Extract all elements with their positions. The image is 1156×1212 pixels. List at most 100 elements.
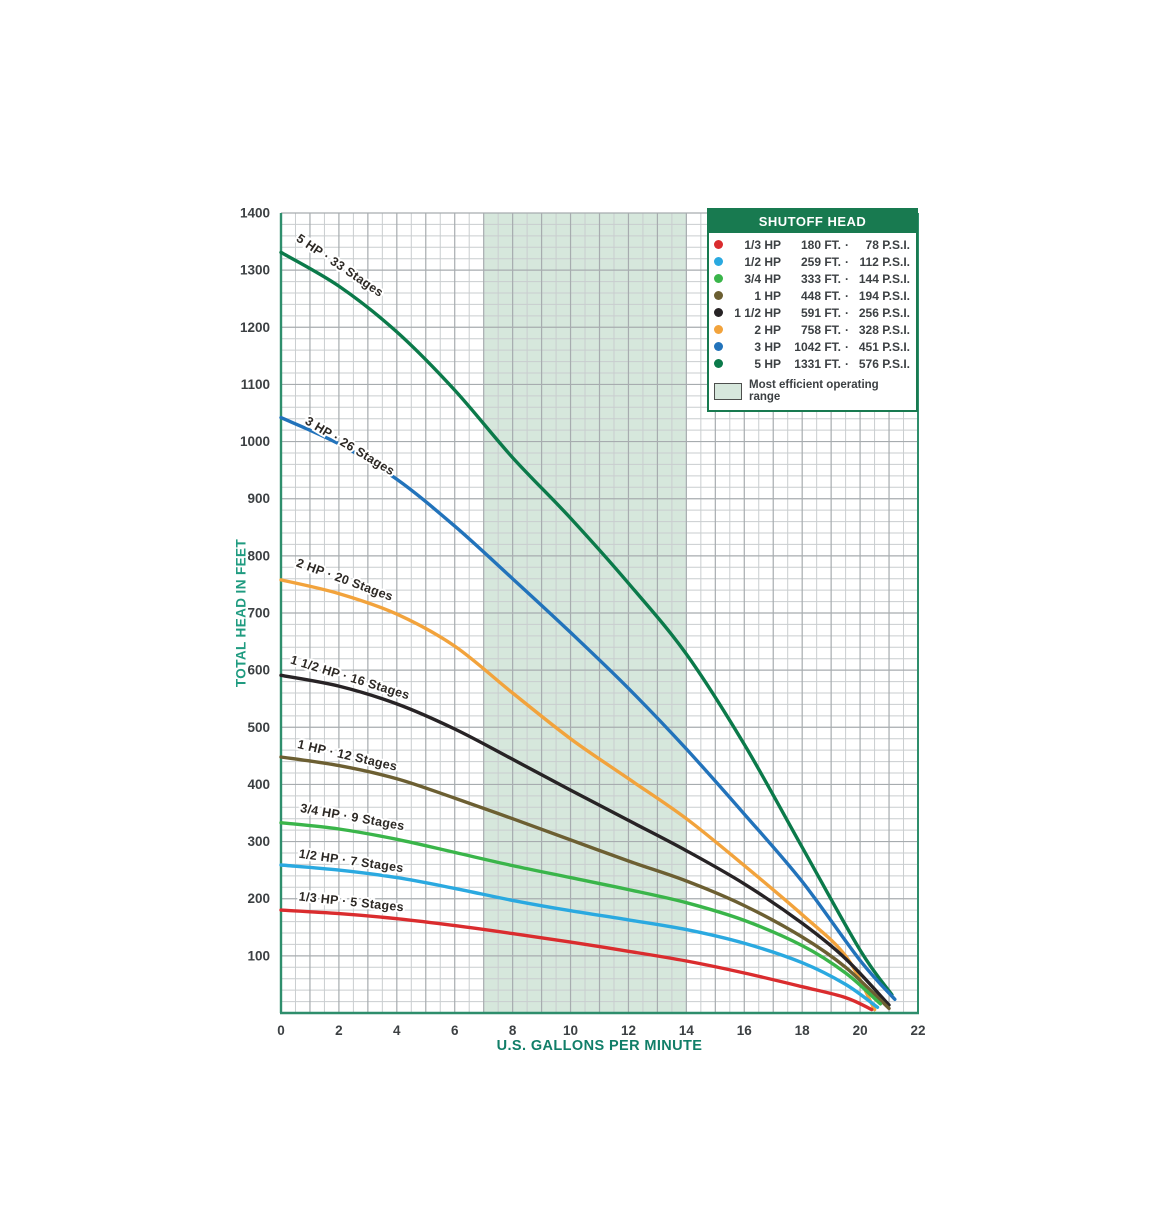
curve-3hp <box>279 415 897 1001</box>
y-tick-1000: 1000 <box>240 434 270 449</box>
series-color-dot <box>714 359 723 368</box>
legend-hp-value: 5 HP <box>754 356 781 371</box>
y-axis-title: TOTAL HEAD IN FEET <box>233 538 249 688</box>
curve-0-75hp <box>279 821 883 1006</box>
x-axis-title: U.S. GALLONS PER MINUTE <box>496 1038 703 1054</box>
x-tick-4: 4 <box>393 1023 401 1038</box>
legend-ft-value: 448 FT. <box>800 288 841 303</box>
legend-separator: · <box>845 305 849 320</box>
y-tick-400: 400 <box>247 777 270 792</box>
curve-5hp <box>279 250 894 997</box>
legend-psi-value: 451 P.S.I. <box>858 339 910 354</box>
y-tick-900: 900 <box>247 491 270 506</box>
legend-psi-value: 256 P.S.I. <box>858 305 910 320</box>
y-tick-800: 800 <box>247 548 270 563</box>
curve-2hp <box>279 578 877 1012</box>
x-tick-18: 18 <box>795 1023 811 1038</box>
y-tick-600: 600 <box>247 663 270 678</box>
legend-ft-value: 758 FT. <box>800 322 841 337</box>
series-color-cell <box>714 308 727 317</box>
series-color-dot <box>714 325 723 334</box>
series-color-dot <box>714 342 723 351</box>
y-tick-200: 200 <box>247 891 270 906</box>
x-tick-14: 14 <box>679 1023 695 1038</box>
legend-row: 2 HP 758 FT. · 328 P.S.I. <box>709 321 916 338</box>
legend-ft-value: 259 FT. <box>800 254 841 269</box>
legend-psi-value: 328 P.S.I. <box>858 322 910 337</box>
series-color-cell <box>714 325 727 334</box>
legend-row: 5 HP 1331 FT. · 576 P.S.I. <box>709 355 916 372</box>
series-color-cell <box>714 257 727 266</box>
legend-psi-value: 194 P.S.I. <box>858 288 910 303</box>
legend-separator: · <box>845 271 849 286</box>
legend-hp-value: 3/4 HP <box>744 271 781 286</box>
legend-rows: 1/3 HP 180 FT. · 78 P.S.I. 1/2 HP 259 FT. · 112… <box>709 233 916 372</box>
x-tick-2: 2 <box>335 1023 343 1038</box>
legend-psi-value: 112 P.S.I. <box>859 254 911 269</box>
legend-psi-value: 78 P.S.I. <box>865 237 910 252</box>
legend-ft-value: 591 FT. <box>800 305 841 320</box>
legend-row: 1/3 HP 180 FT. · 78 P.S.I. <box>709 236 916 253</box>
series-color-dot <box>714 274 723 283</box>
efficient-range-swatch <box>714 382 742 400</box>
legend-psi-value: 576 P.S.I. <box>858 356 910 371</box>
legend-hp-value: 1/2 HP <box>744 254 781 269</box>
efficient-range-note: Most efficient operating range <box>714 379 910 403</box>
y-tick-500: 500 <box>247 720 270 735</box>
series-color-cell <box>714 342 727 351</box>
curve-0-33hp <box>279 908 874 1012</box>
curve-1hp <box>279 755 891 1011</box>
y-tick-1400: 1400 <box>240 206 270 221</box>
legend-hp-value: 1 1/2 HP <box>734 305 781 320</box>
series-color-dot <box>714 257 723 266</box>
curve-label-3hp: 3 HP · 26 Stages <box>303 414 398 478</box>
legend-row: 1 1/2 HP 591 FT. · 256 P.S.I. <box>709 304 916 321</box>
legend-title: SHUTOFF HEAD <box>709 210 916 233</box>
legend-hp-value: 1/3 HP <box>744 237 781 252</box>
legend: SHUTOFF HEAD 1/3 HP 180 FT. · 78 P.S.I. 1/2 … <box>707 208 918 412</box>
x-tick-16: 16 <box>737 1023 753 1038</box>
legend-row: 3/4 HP 333 FT. · 144 P.S.I. <box>709 270 916 287</box>
legend-hp-value: 3 HP <box>754 339 781 354</box>
curve-1-5hp <box>279 673 891 1007</box>
legend-separator: · <box>845 322 849 337</box>
legend-separator: · <box>845 254 849 269</box>
series-color-cell <box>714 359 727 368</box>
curve-label-1-5hp: 1 1/2 HP · 16 Stages <box>289 653 412 703</box>
legend-psi-value: 144 P.S.I. <box>858 271 910 286</box>
series-color-dot <box>714 291 723 300</box>
curve-0-5hp <box>279 863 880 1009</box>
legend-ft-value: 333 FT. <box>800 271 841 286</box>
series-color-cell <box>714 274 727 283</box>
y-tick-700: 700 <box>247 606 270 621</box>
y-tick-1300: 1300 <box>240 263 270 278</box>
legend-separator: · <box>845 288 849 303</box>
y-tick-1100: 1100 <box>241 377 270 392</box>
series-color-cell <box>714 240 727 249</box>
x-tick-0: 0 <box>277 1023 285 1038</box>
legend-separator: · <box>845 237 849 252</box>
legend-separator: · <box>845 356 849 371</box>
y-tick-1200: 1200 <box>240 320 270 335</box>
x-tick-20: 20 <box>853 1023 868 1038</box>
series-color-dot <box>714 308 723 317</box>
y-tick-100: 100 <box>247 948 270 963</box>
efficient-range-label: Most efficient operating range <box>749 379 879 403</box>
legend-ft-value: 1331 FT. <box>794 356 841 371</box>
x-tick-22: 22 <box>910 1023 925 1038</box>
x-tick-6: 6 <box>451 1023 459 1038</box>
x-tick-8: 8 <box>509 1023 517 1038</box>
legend-separator: · <box>845 339 849 354</box>
series-color-dot <box>714 240 723 249</box>
legend-hp-value: 2 HP <box>754 322 781 337</box>
legend-ft-value: 180 FT. <box>800 237 841 252</box>
legend-row: 1/2 HP 259 FT. · 112 P.S.I. <box>709 253 916 270</box>
x-tick-12: 12 <box>621 1023 636 1038</box>
legend-hp-value: 1 HP <box>754 288 781 303</box>
curve-label-0-75hp: 3/4 HP · 9 Stages <box>299 801 405 833</box>
legend-row: 3 HP 1042 FT. · 451 P.S.I. <box>709 338 916 355</box>
y-tick-300: 300 <box>247 834 270 849</box>
legend-row: 1 HP 448 FT. · 194 P.S.I. <box>709 287 916 304</box>
